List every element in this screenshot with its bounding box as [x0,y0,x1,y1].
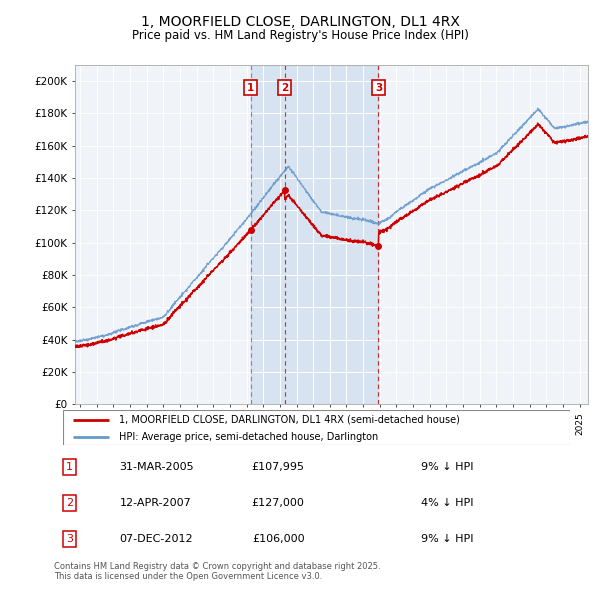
Text: £107,995: £107,995 [251,462,304,472]
Text: 2: 2 [66,498,73,508]
Text: 3: 3 [66,534,73,544]
Text: HPI: Average price, semi-detached house, Darlington: HPI: Average price, semi-detached house,… [119,432,378,441]
Text: 4% ↓ HPI: 4% ↓ HPI [421,498,473,508]
Text: 1: 1 [247,83,254,93]
Text: 07-DEC-2012: 07-DEC-2012 [119,534,193,544]
Text: 12-APR-2007: 12-APR-2007 [119,498,191,508]
Text: 1, MOORFIELD CLOSE, DARLINGTON, DL1 4RX (semi-detached house): 1, MOORFIELD CLOSE, DARLINGTON, DL1 4RX … [119,415,460,425]
Text: 9% ↓ HPI: 9% ↓ HPI [421,534,473,544]
Text: Contains HM Land Registry data © Crown copyright and database right 2025.
This d: Contains HM Land Registry data © Crown c… [54,562,380,581]
Text: 1, MOORFIELD CLOSE, DARLINGTON, DL1 4RX: 1, MOORFIELD CLOSE, DARLINGTON, DL1 4RX [140,15,460,30]
Text: 3: 3 [375,83,382,93]
Text: 31-MAR-2005: 31-MAR-2005 [119,462,194,472]
FancyBboxPatch shape [63,410,570,445]
Text: Price paid vs. HM Land Registry's House Price Index (HPI): Price paid vs. HM Land Registry's House … [131,29,469,42]
Bar [251,65,379,404]
Text: £106,000: £106,000 [252,534,304,544]
Text: 1: 1 [66,462,73,472]
Text: 9% ↓ HPI: 9% ↓ HPI [421,462,473,472]
Text: 2: 2 [281,83,288,93]
Text: £127,000: £127,000 [251,498,304,508]
